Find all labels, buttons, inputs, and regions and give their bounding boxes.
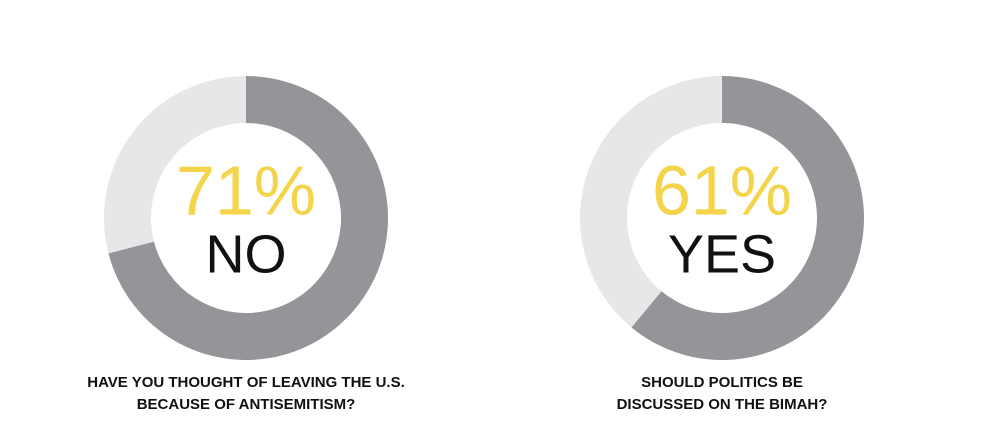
donut-segment — [579, 76, 722, 328]
value-label: 71% — [176, 151, 316, 229]
donut-segment — [103, 76, 246, 254]
question: SHOULD POLITICS BE — [641, 374, 803, 391]
category-label: NO — [206, 224, 287, 284]
question: HAVE YOU THOUGHT OF LEAVING THE U.S. — [87, 374, 405, 391]
donut-segment — [631, 76, 864, 360]
question: BECAUSE OF ANTISEMITISM? — [137, 396, 356, 413]
value-label: 61% — [652, 151, 792, 229]
question: DISCUSSED ON THE BIMAH? — [617, 396, 828, 413]
donut-segment — [108, 76, 388, 360]
category-label: YES — [668, 224, 776, 284]
